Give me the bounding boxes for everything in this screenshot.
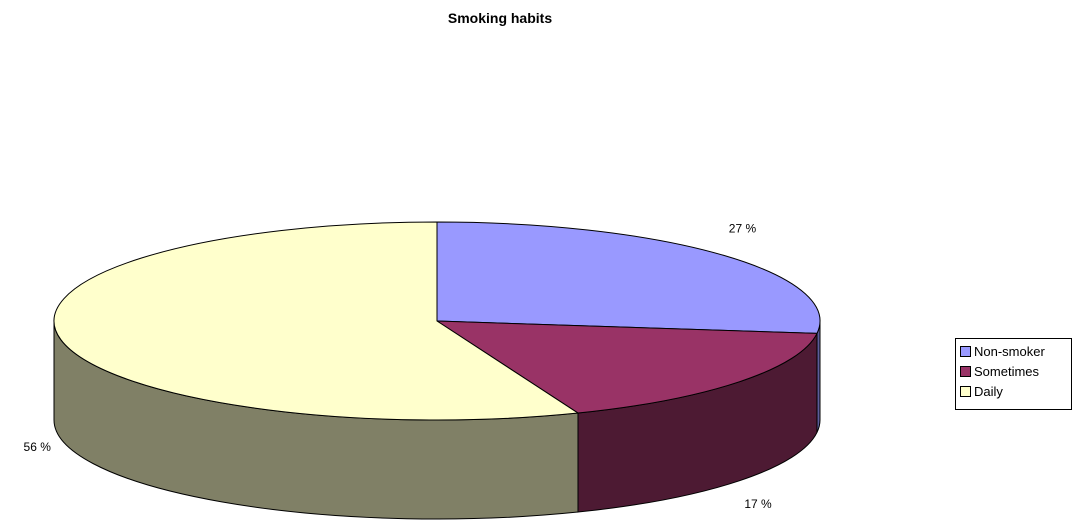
data-label-non-smoker: 27 % [729, 221, 757, 235]
legend-swatch-sometimes [960, 365, 971, 377]
chart-title: Smoking habits [447, 10, 553, 26]
legend: Non-smoker Sometimes Daily [955, 338, 1072, 410]
data-label-daily: 56 % [24, 440, 52, 454]
legend-label-non-smoker: Non-smoker [974, 343, 1045, 359]
legend-item-non-smoker: Non-smoker [960, 341, 1071, 361]
legend-swatch-non-smoker [960, 345, 971, 357]
pie-slice-sometimes [435, 320, 818, 414]
pie-slice-daily [53, 221, 580, 421]
legend-swatch-daily [960, 385, 971, 397]
legend-label-sometimes: Sometimes [974, 363, 1040, 379]
data-labels: 27 % 17 % 56 % [24, 221, 773, 511]
pie-sides [53, 320, 821, 520]
pie-tops [53, 221, 821, 421]
legend-label-daily: Daily [974, 383, 1003, 399]
legend-item-daily: Daily [960, 381, 1071, 401]
legend-item-sometimes: Sometimes [960, 361, 1071, 381]
pie-slice-non-smoker [436, 221, 821, 334]
data-label-sometimes: 17 % [744, 497, 772, 511]
